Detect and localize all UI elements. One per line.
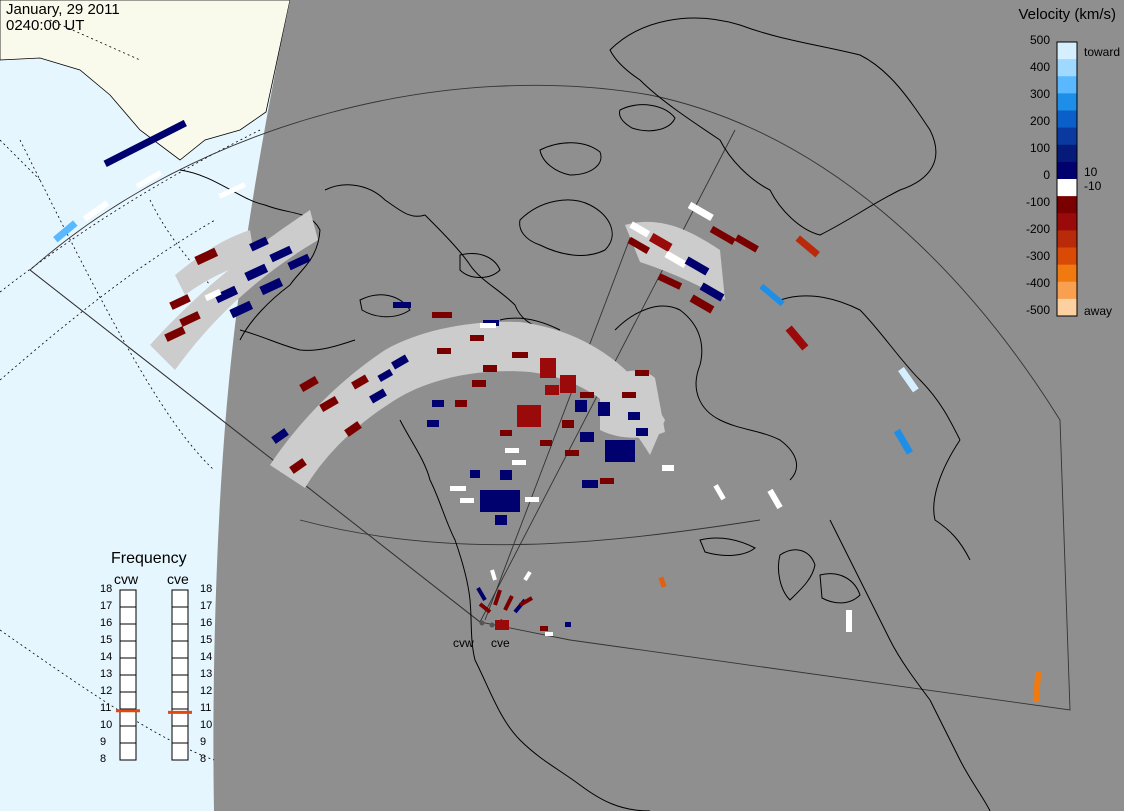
frequency-cell — [119, 674, 137, 693]
frequency-tick-label: 13 — [100, 668, 113, 680]
colorbar-segment — [1057, 213, 1077, 231]
radar-fov-outline — [29, 84, 1071, 711]
frequency-tick-label: 17 — [200, 600, 213, 612]
frequency-cell — [119, 657, 137, 676]
colorbar-segment — [1057, 281, 1077, 300]
frequency-tick-label: 18 — [200, 583, 213, 595]
frequency-tick-label: 8 — [100, 753, 107, 765]
frequency-tick-label: 12 — [100, 685, 113, 697]
frequency-tick-label: 9 — [100, 736, 107, 748]
colorbar-tick-label: 400 — [1029, 60, 1050, 74]
frequency-tick-label: 9 — [200, 736, 207, 748]
coastlines — [179, 17, 991, 811]
frequency-tick-label: 10 — [200, 719, 213, 731]
colorbar-tick-label: 10 — [1084, 165, 1098, 179]
frequency-cell — [119, 606, 137, 625]
backscatter-cells — [53, 119, 1042, 703]
colorbar-tick-label: -200 — [1025, 222, 1050, 236]
colorbar-tick-label: 300 — [1029, 87, 1050, 101]
colorbar-segment — [1057, 298, 1077, 317]
radar-site-cvw — [479, 620, 485, 626]
dayside-land — [0, 0, 291, 161]
frequency-title: Frequency — [111, 550, 187, 567]
frequency-gauges — [116, 589, 192, 761]
frequency-tick-label: 15 — [100, 634, 113, 646]
colorbar-segment — [1057, 59, 1077, 77]
colorbar-tick-label: 100 — [1029, 141, 1050, 155]
frequency-cell — [171, 674, 189, 693]
radar-label-cvw: cvw — [453, 636, 474, 650]
radar-label-cve: cve — [491, 636, 510, 650]
colorbar-tick-label: -300 — [1025, 249, 1050, 263]
frequency-cell — [119, 640, 137, 659]
colorbar-segment — [1057, 93, 1077, 111]
colorbar-tick-label: 0 — [1043, 168, 1050, 182]
colorbar-tick-label: 200 — [1029, 114, 1050, 128]
frequency-tick-label: 11 — [200, 702, 212, 714]
frequency-cell — [171, 657, 189, 676]
colorbar-away-label: away — [1084, 304, 1113, 318]
frequency-tick-label: 14 — [200, 651, 213, 663]
colorbar-tick-label: -100 — [1025, 195, 1050, 209]
colorbar-segment — [1057, 42, 1077, 60]
frequency-cell — [171, 640, 189, 659]
frequency-tick-label: 16 — [100, 617, 113, 629]
frequency-cell — [119, 623, 137, 642]
map-date: January, 29 2011 — [6, 1, 120, 18]
frequency-label-cvw: cvw — [114, 571, 139, 587]
colorbar-segment — [1057, 264, 1077, 283]
map-time: 0240:00 UT — [6, 17, 85, 34]
colorbar-segment — [1057, 110, 1077, 129]
frequency-tick-label: 16 — [200, 617, 213, 629]
colorbar-segment — [1057, 196, 1077, 214]
colorbar-tick-label: -10 — [1084, 179, 1102, 193]
colorbar-segment — [1057, 179, 1077, 197]
frequency-tick-label: 18 — [100, 583, 113, 595]
colorbar-tick-label: 500 — [1029, 33, 1050, 47]
colorbar-segment — [1057, 144, 1077, 163]
frequency-tick-label: 8 — [200, 753, 207, 765]
colorbar-segment — [1057, 127, 1077, 146]
frequency-cell — [171, 589, 189, 608]
frequency-tick-label: 10 — [100, 719, 113, 731]
colorbar-toward-label: toward — [1084, 45, 1121, 59]
frequency-cell — [171, 606, 189, 625]
frequency-tick-label: 12 — [200, 685, 213, 697]
frequency-cell — [171, 725, 189, 744]
radar-site-cve — [489, 622, 495, 628]
velocity-colorbar — [1056, 41, 1078, 317]
frequency-tick-label: 15 — [200, 634, 213, 646]
frequency-cell — [119, 589, 137, 608]
frequency-cell — [171, 742, 189, 761]
frequency-tick-label: 14 — [100, 651, 113, 663]
frequency-label-cve: cve — [167, 571, 189, 587]
nightside-region — [213, 0, 1124, 811]
colorbar-tick-label: -500 — [1025, 303, 1050, 317]
colorbar-segment — [1057, 76, 1077, 94]
frequency-cell — [119, 691, 137, 710]
frequency-tick-label: 11 — [100, 702, 112, 714]
graticule — [0, 19, 261, 761]
frequency-cell — [119, 725, 137, 744]
colorbar-segment — [1057, 247, 1077, 266]
colorbar-tick-label: -400 — [1025, 276, 1050, 290]
colorbar-frame — [1056, 41, 1078, 317]
frequency-tick-label: 17 — [100, 600, 113, 612]
colorbar-segment — [1057, 161, 1077, 180]
frequency-tick-label: 13 — [200, 668, 213, 680]
colorbar-segment — [1057, 230, 1077, 248]
frequency-cell — [119, 742, 137, 761]
colorbar-title: Velocity (km/s) — [1018, 6, 1116, 23]
frequency-cell — [171, 691, 189, 710]
frequency-cell — [171, 623, 189, 642]
